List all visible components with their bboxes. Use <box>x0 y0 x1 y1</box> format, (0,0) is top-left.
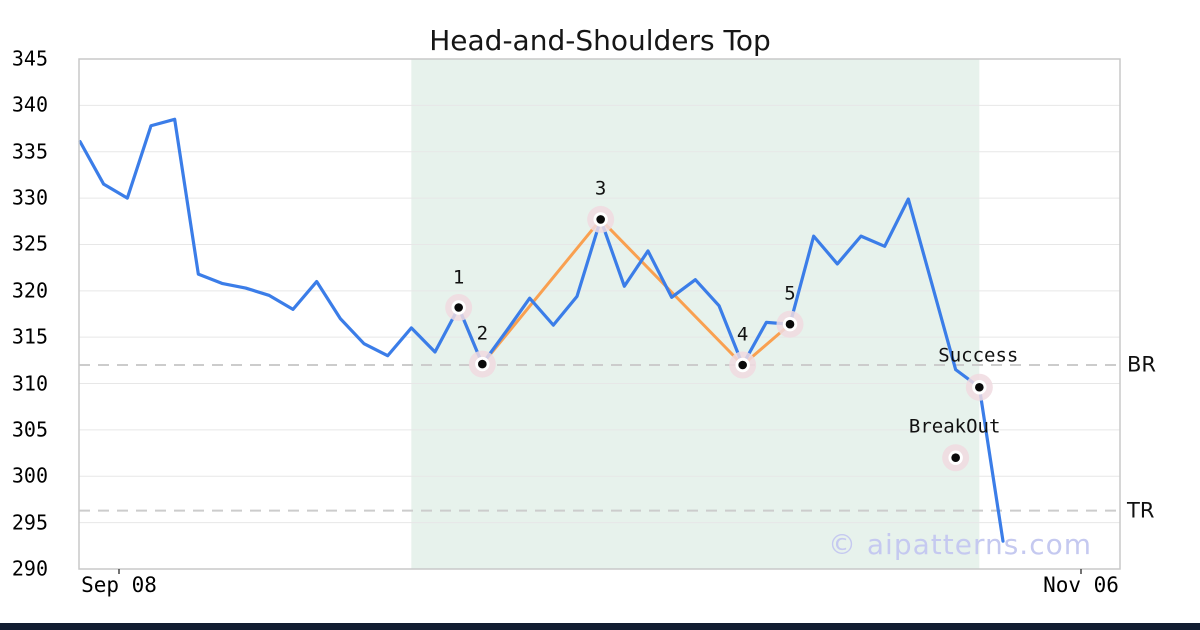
level-label-br: BR <box>1127 352 1156 377</box>
marker-dot <box>596 215 605 224</box>
y-tick-label: 325 <box>11 232 48 257</box>
success-label: Success <box>938 344 1019 367</box>
y-tick-label: 310 <box>11 371 48 396</box>
pattern-point-label: 2 <box>476 322 489 345</box>
marker-dot <box>785 319 795 329</box>
pattern-point-label: 5 <box>784 282 796 305</box>
y-tick-label: 315 <box>11 324 48 349</box>
watermark: © aipatterns.com <box>828 528 1093 561</box>
breakout-label: BreakOut <box>908 415 1001 438</box>
marker-dot <box>951 453 960 463</box>
y-tick-label: 305 <box>11 417 48 442</box>
price-line <box>78 117 1005 543</box>
x-tick-label-end: Nov 06 <box>1043 573 1119 597</box>
pattern-point-label: 4 <box>736 323 749 346</box>
pattern-region-shading <box>411 59 980 569</box>
y-tick-label: 335 <box>11 139 48 164</box>
y-tick-label: 320 <box>11 278 48 303</box>
marker-dot <box>738 360 747 370</box>
y-tick-label: 340 <box>11 92 48 117</box>
pattern-point-label: 1 <box>452 266 465 288</box>
marker-dot <box>975 382 984 392</box>
x-tick-label-start: Sep 08 <box>81 573 157 597</box>
marker-dot <box>478 359 487 369</box>
y-tick-label: 290 <box>11 556 48 581</box>
y-tick-label: 330 <box>11 185 48 210</box>
y-tick-label: 345 <box>11 46 48 71</box>
y-tick-label: 300 <box>11 463 48 488</box>
chart-title: Head-and-Shoulders Top <box>429 24 771 57</box>
pattern-point-label: 3 <box>594 177 607 200</box>
plot-frame <box>78 58 1121 570</box>
marker-dot <box>454 303 463 312</box>
footer-bar <box>0 623 1200 630</box>
y-tick-label: 295 <box>11 510 48 535</box>
level-label-tr: TR <box>1127 498 1155 523</box>
